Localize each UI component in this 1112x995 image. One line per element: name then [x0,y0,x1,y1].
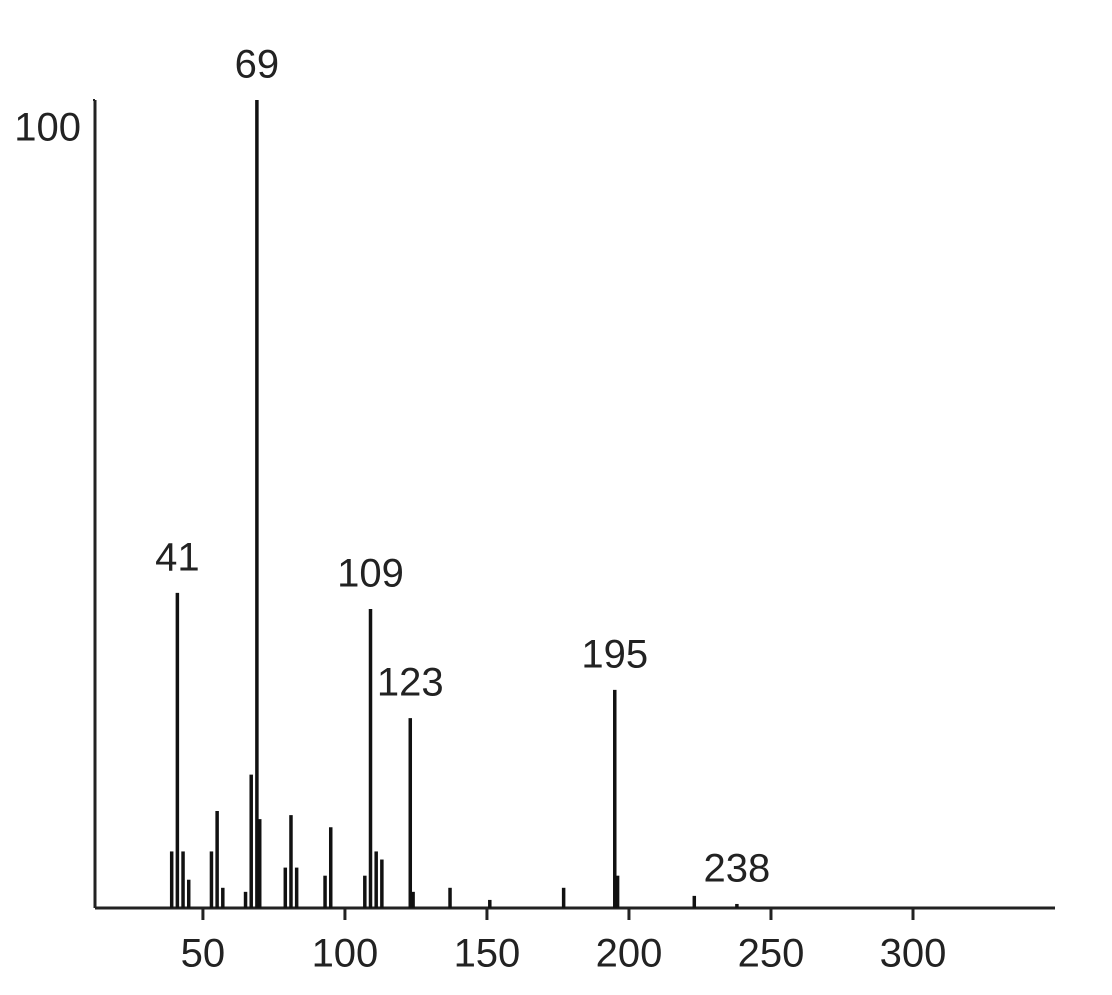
x-tick-label: 250 [738,932,805,976]
peak-label: 238 [704,847,771,891]
peak-label: 69 [235,43,280,87]
y-tick-label: 100 [14,106,81,150]
x-tick-label: 100 [312,932,379,976]
x-tick-label: 300 [880,932,947,976]
peak-label: 41 [155,535,200,579]
peak-label: 109 [337,552,404,596]
x-tick-label: 50 [181,932,226,976]
x-tick-label: 200 [596,932,663,976]
x-tick-label: 150 [454,932,521,976]
peak-label: 195 [581,632,648,676]
peak-label: 123 [377,661,444,705]
